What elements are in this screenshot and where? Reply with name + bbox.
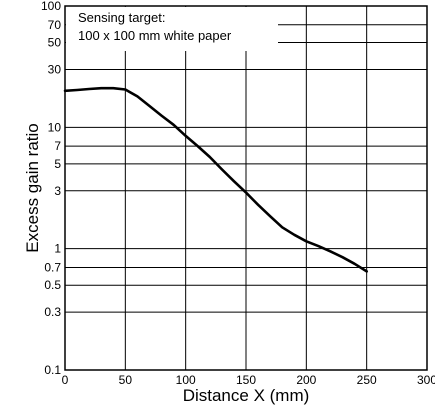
y-tick-label: 10: [48, 120, 62, 134]
y-tick-label: 100: [41, 0, 61, 13]
x-tick-label: 250: [357, 373, 377, 387]
series-layer: [63, 86, 369, 273]
annotation-line-1: Sensing target:: [78, 10, 165, 25]
tick-labels: 0 50 100 150 200 250 300 0.1 0.3 0.5 0.7 1 3 5 7 10 30 50…: [41, 0, 435, 387]
series-line: [63, 86, 369, 273]
x-tick-label: 100: [176, 373, 196, 387]
y-tick-label: 5: [54, 157, 61, 171]
y-tick-label: 7: [54, 139, 61, 153]
y-tick-label: 30: [48, 62, 62, 76]
y-axis-title: Excess gain ratio: [23, 123, 42, 252]
annotation-line-2: 100 x 100 mm white paper: [78, 28, 232, 43]
y-tick-label: 50: [48, 36, 62, 50]
x-tick-label: 200: [296, 373, 316, 387]
y-tick-label: 0.3: [44, 305, 61, 319]
plot-frame: [64, 5, 428, 371]
x-tick-label: 150: [236, 373, 256, 387]
x-tick-label: 0: [62, 373, 69, 387]
x-tick-label: 300: [417, 373, 435, 387]
grid: [65, 6, 427, 370]
y-tick-label: 0.7: [44, 260, 61, 274]
y-tick-label: 0.1: [44, 363, 61, 377]
y-tick-label: 70: [48, 18, 62, 32]
x-axis-title: Distance X (mm): [183, 386, 310, 405]
y-tick-label: 1: [54, 242, 61, 256]
y-tick-label: 0.5: [44, 278, 61, 292]
y-tick-label: 3: [54, 184, 61, 198]
annotation-box: [66, 7, 278, 51]
x-tick-label: 50: [119, 373, 133, 387]
